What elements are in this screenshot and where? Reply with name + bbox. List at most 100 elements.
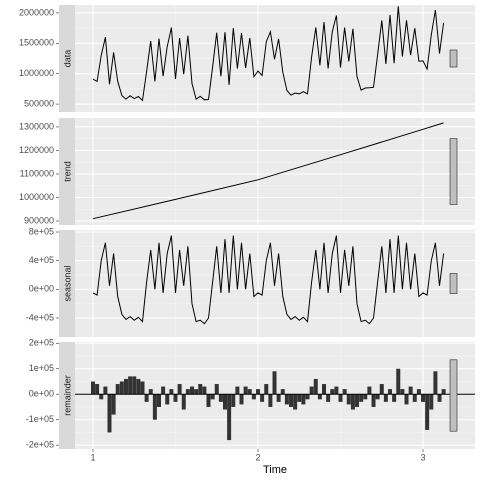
bar bbox=[136, 378, 141, 395]
bar bbox=[322, 384, 327, 395]
bar bbox=[416, 389, 421, 395]
bar bbox=[194, 389, 199, 395]
bar bbox=[90, 381, 95, 395]
bar bbox=[330, 389, 335, 395]
bar bbox=[247, 389, 252, 395]
bar bbox=[239, 394, 244, 405]
strip-label: trend bbox=[62, 161, 72, 182]
bar bbox=[156, 394, 161, 407]
strip bbox=[59, 342, 75, 449]
bar bbox=[396, 368, 401, 395]
bar bbox=[243, 386, 248, 395]
bar bbox=[235, 386, 240, 395]
bar bbox=[115, 384, 120, 395]
bar bbox=[437, 394, 442, 402]
strip-label: remainder bbox=[62, 375, 72, 416]
line bbox=[92, 6, 445, 102]
range-bar bbox=[449, 273, 458, 294]
bar bbox=[144, 394, 149, 402]
bar bbox=[371, 394, 376, 407]
y-tick-label: 0e+00 bbox=[29, 389, 54, 399]
bar bbox=[289, 394, 294, 407]
y-tick-label: 900000 bbox=[24, 215, 54, 225]
bar bbox=[177, 384, 182, 395]
bar bbox=[107, 394, 112, 433]
bar bbox=[441, 389, 446, 395]
bar bbox=[359, 394, 364, 402]
bar bbox=[202, 386, 207, 395]
bar bbox=[189, 386, 194, 395]
bar bbox=[317, 394, 322, 400]
bar bbox=[301, 394, 306, 405]
y-tick-label: 2e+05 bbox=[29, 338, 54, 348]
strip bbox=[59, 230, 75, 337]
bar bbox=[260, 394, 265, 402]
bar bbox=[346, 394, 351, 405]
strip bbox=[59, 5, 75, 112]
bar bbox=[173, 394, 178, 402]
bar bbox=[297, 394, 302, 402]
bar bbox=[309, 386, 314, 395]
bar bbox=[429, 394, 434, 410]
bar bbox=[140, 381, 145, 395]
bar bbox=[305, 394, 310, 400]
bar bbox=[383, 394, 388, 402]
bar bbox=[231, 394, 236, 407]
bar bbox=[421, 394, 426, 402]
y-tick-label: 0e+00 bbox=[29, 284, 54, 294]
bar bbox=[148, 389, 153, 395]
x-tick-label: 1 bbox=[90, 452, 95, 462]
bar bbox=[268, 394, 273, 407]
bar bbox=[111, 394, 116, 415]
line bbox=[92, 122, 444, 220]
bar bbox=[256, 389, 261, 395]
bar bbox=[165, 394, 170, 405]
y-tick-label: 1000000 bbox=[19, 192, 54, 202]
bar bbox=[161, 386, 166, 395]
bar bbox=[132, 376, 137, 395]
bar bbox=[425, 394, 430, 430]
x-tick-label: 3 bbox=[421, 452, 426, 462]
strip-label: seasonal bbox=[62, 265, 72, 301]
bar bbox=[326, 394, 331, 402]
bar bbox=[152, 394, 157, 420]
bar bbox=[206, 394, 211, 407]
bar bbox=[128, 376, 133, 395]
bar bbox=[408, 386, 413, 395]
bar bbox=[388, 389, 393, 395]
y-tick-label: 8e+05 bbox=[29, 226, 54, 236]
range-bar bbox=[449, 359, 458, 432]
range-bar bbox=[449, 138, 458, 205]
bar bbox=[412, 394, 417, 402]
bar bbox=[218, 394, 223, 402]
bar bbox=[280, 389, 285, 395]
y-tick-label: 1e+05 bbox=[29, 363, 54, 373]
bar bbox=[169, 389, 174, 395]
x-axis-title: Time bbox=[263, 464, 287, 476]
bar bbox=[227, 394, 232, 441]
bar bbox=[251, 394, 256, 400]
bar bbox=[334, 386, 339, 395]
y-tick-label: 1200000 bbox=[19, 145, 54, 155]
bar bbox=[392, 394, 397, 402]
strip-label: data bbox=[62, 50, 72, 68]
y-tick-label: 1300000 bbox=[19, 121, 54, 131]
bar bbox=[95, 384, 100, 395]
bar bbox=[367, 386, 372, 395]
bar bbox=[119, 381, 124, 395]
bar bbox=[214, 384, 219, 395]
bar bbox=[433, 371, 438, 395]
x-tick-label: 2 bbox=[255, 452, 260, 462]
y-tick-label: -1e+05 bbox=[26, 414, 54, 424]
bar bbox=[198, 384, 203, 395]
bar bbox=[210, 394, 215, 400]
bar bbox=[338, 394, 343, 402]
bar bbox=[313, 378, 318, 395]
y-tick-label: 4e+05 bbox=[29, 255, 54, 265]
bar bbox=[293, 394, 298, 410]
bar bbox=[181, 394, 186, 410]
bar bbox=[103, 386, 108, 395]
bar bbox=[272, 371, 277, 395]
bar bbox=[223, 394, 227, 410]
y-tick-label: -2e+05 bbox=[26, 440, 54, 450]
